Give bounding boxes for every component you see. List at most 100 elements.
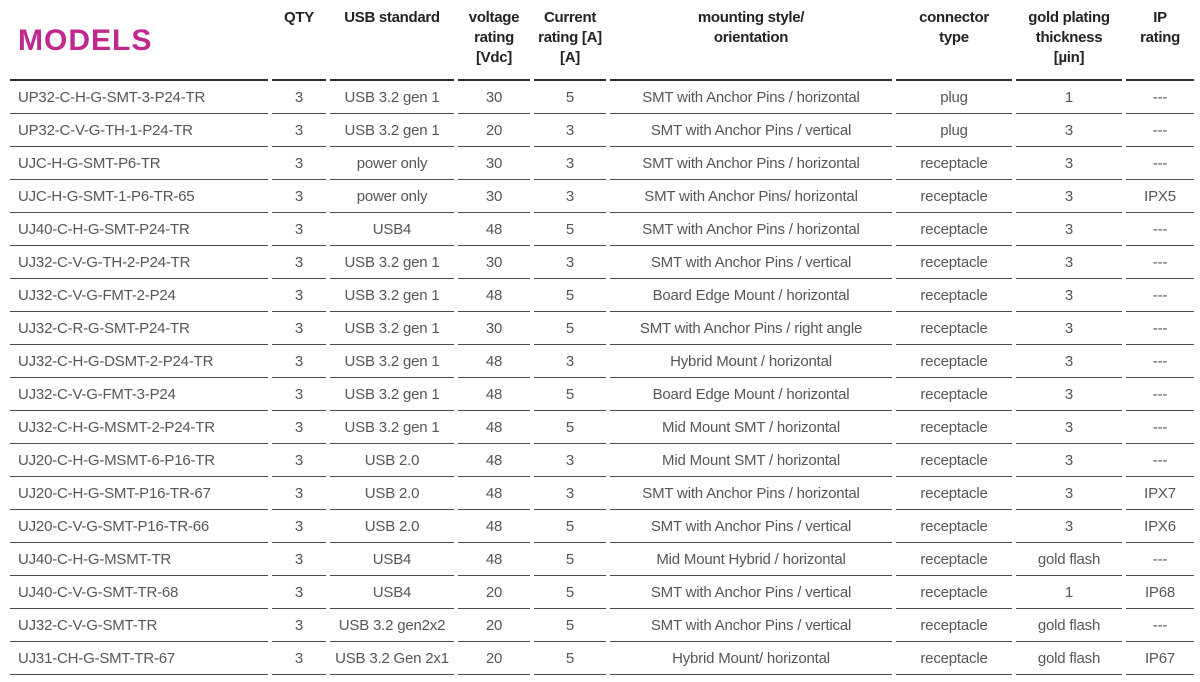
- cell-usb-standard: USB 2.0: [330, 444, 454, 477]
- table-row: UJ32-C-V-G-FMT-3-P24 3 USB 3.2 gen 1 48 5 Boa…: [10, 378, 1194, 411]
- cell-ip-rating: ---: [1126, 444, 1194, 477]
- cell-qty: 3: [272, 378, 326, 411]
- column-header-qty: QTY: [272, 6, 326, 81]
- cell-ip-rating: ---: [1126, 81, 1194, 114]
- table-row: UJ20-C-V-G-SMT-P16-TR-66 3 USB 2.0 48 5 SMT w…: [10, 510, 1194, 543]
- cell-mounting: SMT with Anchor Pins / vertical: [610, 609, 892, 642]
- cell-gold-plating: 3: [1016, 411, 1122, 444]
- cell-qty: 3: [272, 642, 326, 675]
- cell-model: UJ40-C-H-G-MSMT-TR: [10, 543, 268, 576]
- cell-ip-rating: ---: [1126, 147, 1194, 180]
- cell-current-rating: 3: [534, 444, 606, 477]
- cell-ip-rating: ---: [1126, 411, 1194, 444]
- cell-voltage-rating: 30: [458, 81, 530, 114]
- cell-voltage-rating: 20: [458, 642, 530, 675]
- cell-current-rating: 5: [534, 642, 606, 675]
- cell-mounting: Hybrid Mount / horizontal: [610, 345, 892, 378]
- cell-current-rating: 5: [534, 279, 606, 312]
- cell-gold-plating: 3: [1016, 279, 1122, 312]
- models-table: MODELS QTY USB standard voltage rating […: [6, 6, 1198, 675]
- table-row: UP32-C-V-G-TH-1-P24-TR 3 USB 3.2 gen 1 20 3 S…: [10, 114, 1194, 147]
- cell-model: UJ32-C-V-G-FMT-2-P24: [10, 279, 268, 312]
- cell-model: UJ32-C-V-G-FMT-3-P24: [10, 378, 268, 411]
- cell-voltage-rating: 20: [458, 609, 530, 642]
- cell-model: UJ20-C-H-G-SMT-P16-TR-67: [10, 477, 268, 510]
- table-row: UJ40-C-V-G-SMT-TR-68 3 USB4 20 5 SMT with Anc…: [10, 576, 1194, 609]
- cell-mounting: Mid Mount Hybrid / horizontal: [610, 543, 892, 576]
- cell-usb-standard: USB 3.2 gen 1: [330, 81, 454, 114]
- cell-model: UJ31-CH-G-SMT-TR-67: [10, 642, 268, 675]
- cell-model: UJ20-C-H-G-MSMT-6-P16-TR: [10, 444, 268, 477]
- cell-voltage-rating: 48: [458, 543, 530, 576]
- table-row: UJ20-C-H-G-SMT-P16-TR-67 3 USB 2.0 48 3 SMT w…: [10, 477, 1194, 510]
- cell-usb-standard: USB 3.2 gen 1: [330, 246, 454, 279]
- cell-model: UJ32-C-R-G-SMT-P24-TR: [10, 312, 268, 345]
- cell-gold-plating: gold flash: [1016, 609, 1122, 642]
- cell-model: UJC-H-G-SMT-1-P6-TR-65: [10, 180, 268, 213]
- cell-current-rating: 3: [534, 477, 606, 510]
- cell-connector-type: receptacle: [896, 477, 1012, 510]
- cell-voltage-rating: 48: [458, 279, 530, 312]
- cell-qty: 3: [272, 279, 326, 312]
- column-header-usb-standard: USB standard: [330, 6, 454, 81]
- cell-mounting: SMT with Anchor Pins / vertical: [610, 576, 892, 609]
- cell-usb-standard: USB 3.2 gen 1: [330, 114, 454, 147]
- cell-gold-plating: 3: [1016, 213, 1122, 246]
- cell-connector-type: receptacle: [896, 411, 1012, 444]
- cell-connector-type: receptacle: [896, 279, 1012, 312]
- cell-current-rating: 3: [534, 345, 606, 378]
- table-row: UJ32-C-V-G-FMT-2-P24 3 USB 3.2 gen 1 48 5 Boa…: [10, 279, 1194, 312]
- cell-current-rating: 5: [534, 510, 606, 543]
- cell-mounting: Board Edge Mount / horizontal: [610, 279, 892, 312]
- cell-gold-plating: 1: [1016, 81, 1122, 114]
- cell-usb-standard: USB 3.2 gen 1: [330, 279, 454, 312]
- cell-gold-plating: 3: [1016, 477, 1122, 510]
- cell-qty: 3: [272, 246, 326, 279]
- cell-qty: 3: [272, 312, 326, 345]
- table-row: UJC-H-G-SMT-1-P6-TR-65 3 power only 30 3 SMT …: [10, 180, 1194, 213]
- cell-ip-rating: ---: [1126, 543, 1194, 576]
- cell-gold-plating: 3: [1016, 312, 1122, 345]
- cell-gold-plating: 3: [1016, 147, 1122, 180]
- table-row: UJ32-C-R-G-SMT-P24-TR 3 USB 3.2 gen 1 30 5 SM…: [10, 312, 1194, 345]
- cell-ip-rating: IPX6: [1126, 510, 1194, 543]
- cell-qty: 3: [272, 114, 326, 147]
- cell-usb-standard: USB4: [330, 213, 454, 246]
- table-row: UJ32-C-H-G-MSMT-2-P24-TR 3 USB 3.2 gen 1 48…: [10, 411, 1194, 444]
- column-header-model: MODELS: [10, 6, 268, 81]
- table-row: UP32-C-H-G-SMT-3-P24-TR 3 USB 3.2 gen 1 30 5…: [10, 81, 1194, 114]
- cell-gold-plating: 3: [1016, 444, 1122, 477]
- cell-connector-type: plug: [896, 81, 1012, 114]
- cell-qty: 3: [272, 147, 326, 180]
- cell-gold-plating: 3: [1016, 510, 1122, 543]
- cell-current-rating: 3: [534, 180, 606, 213]
- cell-current-rating: 5: [534, 411, 606, 444]
- cell-usb-standard: power only: [330, 180, 454, 213]
- cell-usb-standard: USB4: [330, 543, 454, 576]
- cell-ip-rating: ---: [1126, 378, 1194, 411]
- cell-model: UP32-C-H-G-SMT-3-P24-TR: [10, 81, 268, 114]
- cell-qty: 3: [272, 411, 326, 444]
- cell-usb-standard: USB 3.2 gen 1: [330, 411, 454, 444]
- cell-voltage-rating: 48: [458, 510, 530, 543]
- cell-model: UJ40-C-V-G-SMT-TR-68: [10, 576, 268, 609]
- column-header-connector-type: connector type: [896, 6, 1012, 81]
- table-row: UJ32-C-V-G-SMT-TR 3 USB 3.2 gen2x2 20 5 SMT w…: [10, 609, 1194, 642]
- cell-mounting: SMT with Anchor Pins / horizontal: [610, 81, 892, 114]
- cell-voltage-rating: 48: [458, 411, 530, 444]
- cell-ip-rating: ---: [1126, 213, 1194, 246]
- cell-qty: 3: [272, 444, 326, 477]
- cell-mounting: Mid Mount SMT / horizontal: [610, 444, 892, 477]
- cell-qty: 3: [272, 81, 326, 114]
- cell-mounting: SMT with Anchor Pins / vertical: [610, 510, 892, 543]
- cell-ip-rating: ---: [1126, 345, 1194, 378]
- table-row: UJ40-C-H-G-MSMT-TR 3 USB4 48 5 Mid Mount Hybr…: [10, 543, 1194, 576]
- cell-current-rating: 5: [534, 576, 606, 609]
- cell-current-rating: 5: [534, 609, 606, 642]
- cell-ip-rating: ---: [1126, 609, 1194, 642]
- cell-voltage-rating: 20: [458, 576, 530, 609]
- cell-qty: 3: [272, 510, 326, 543]
- cell-gold-plating: gold flash: [1016, 642, 1122, 675]
- cell-gold-plating: 3: [1016, 345, 1122, 378]
